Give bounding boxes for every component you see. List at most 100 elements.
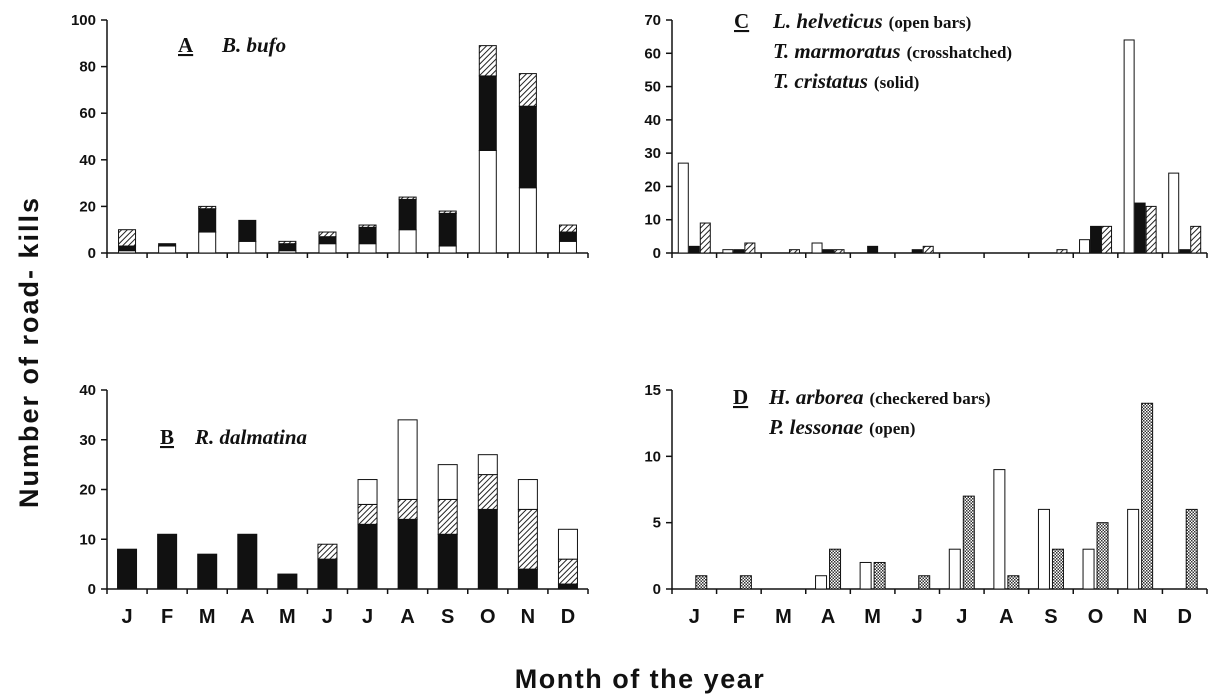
- bar-solid-11: [1134, 202, 1146, 254]
- y-tick-label: 0: [88, 245, 96, 262]
- panel-d-arborea-lessonae-chart: 0 5 10 15 J F M A M J J A S O N D D H. arborea (checkered …: [644, 382, 1208, 628]
- y-tick-label: 40: [79, 382, 96, 399]
- bar-open-7: [357, 479, 378, 505]
- bar-solid-5: [867, 245, 879, 254]
- bar-hatch-8: [397, 498, 418, 520]
- bar-solid-12: [1179, 249, 1191, 254]
- bar-hatch-1: [699, 222, 711, 254]
- bar-open-6: [318, 243, 337, 254]
- bar-open-9: [1037, 508, 1050, 590]
- legend-species-name: T. marmoratus: [773, 39, 901, 63]
- y-tick-label: 50: [644, 79, 661, 96]
- month-label: M: [864, 606, 881, 628]
- bar-solid-12: [558, 231, 577, 242]
- bar-solid-11: [518, 105, 537, 189]
- month-label: A: [400, 606, 414, 628]
- bar-checker-10: [1096, 522, 1109, 590]
- y-tick-label: 40: [644, 112, 661, 129]
- month-label: O: [1088, 606, 1104, 628]
- bar-open-9: [438, 245, 457, 254]
- bar-open-2: [158, 245, 177, 254]
- bar-hatch-10: [478, 45, 497, 77]
- y-tick-label: 20: [644, 178, 661, 195]
- bar-checker-11: [1141, 402, 1154, 590]
- legend-note: (checkered bars): [870, 389, 991, 408]
- bar-checker-9: [1051, 548, 1064, 590]
- bar-hatch-1: [118, 229, 137, 247]
- y-tick-label: 10: [644, 212, 661, 229]
- month-label: A: [821, 606, 835, 628]
- bar-solid-6: [911, 249, 923, 254]
- bar-open-11: [517, 479, 538, 510]
- month-label: M: [199, 606, 216, 628]
- y-tick-label: 0: [653, 245, 661, 262]
- bar-solid-8: [398, 198, 417, 231]
- y-tick-label: 30: [79, 432, 96, 449]
- bar-solid-9: [438, 212, 457, 247]
- bar-solid-10: [1090, 225, 1102, 254]
- bar-solid-5: [277, 573, 298, 590]
- month-label: J: [912, 606, 923, 628]
- bar-checker-4: [829, 548, 842, 590]
- bar-hatch-2: [744, 242, 756, 254]
- y-tick-label: 60: [644, 45, 661, 62]
- bar-hatch-9: [438, 210, 457, 214]
- bar-open-11: [1123, 39, 1135, 254]
- bar-solid-3: [198, 208, 217, 233]
- bar-checker-6: [918, 575, 931, 590]
- x-axis-title: Month of the year: [515, 664, 766, 694]
- legend-species-name: B. bufo: [221, 33, 286, 57]
- bar-checker-5: [873, 561, 886, 590]
- bar-checker-8: [1007, 575, 1020, 590]
- bar-solid-2: [733, 249, 745, 254]
- bar-open-12: [557, 528, 578, 560]
- legend-species: L. helveticus (open bars): [772, 9, 971, 33]
- month-label: S: [441, 606, 454, 628]
- bar-hatch-11: [1145, 205, 1157, 254]
- bar-solid-4: [238, 219, 257, 242]
- bar-hatch-12: [558, 224, 577, 233]
- bar-hatch-12: [1190, 225, 1202, 254]
- bar-open-10: [477, 454, 498, 476]
- bar-hatch-10: [1101, 225, 1113, 254]
- panel-c-newts-chart: 0 10 20 30 40 50 60 70 C L. helveticus (open bars)…: [644, 9, 1208, 262]
- legend-species-name: L. helveticus: [772, 9, 883, 33]
- bar-open-5: [859, 561, 872, 590]
- bar-open-4: [238, 240, 257, 254]
- y-tick-label: 20: [79, 198, 96, 215]
- panel-letter: C: [734, 9, 749, 33]
- bar-solid-7: [357, 523, 378, 590]
- bar-solid-4: [237, 533, 258, 590]
- y-tick-label: 60: [79, 105, 96, 122]
- month-label: D: [561, 606, 575, 628]
- bar-hatch-11: [517, 508, 538, 570]
- bar-solid-10: [477, 508, 498, 590]
- legend-species: T. cristatus (solid): [773, 69, 919, 93]
- legend-species: B. bufo: [221, 33, 286, 57]
- month-label: A: [999, 606, 1013, 628]
- bar-open-11: [1127, 508, 1140, 590]
- bar-open-10: [1082, 548, 1095, 590]
- bar-checker-2: [739, 575, 752, 590]
- bar-open-2: [722, 249, 734, 254]
- bar-solid-6: [318, 236, 337, 245]
- month-label: N: [521, 606, 535, 628]
- bar-hatch-9: [437, 498, 458, 535]
- y-tick-label: 5: [653, 515, 661, 532]
- bar-open-4: [811, 242, 823, 254]
- bar-solid-1: [117, 548, 138, 590]
- bar-solid-1: [118, 245, 137, 252]
- y-tick-label: 30: [644, 145, 661, 162]
- bar-solid-7: [358, 226, 377, 245]
- bar-solid-2: [157, 533, 178, 590]
- month-label: M: [279, 606, 296, 628]
- bar-open-12: [1168, 172, 1180, 254]
- panel-letter: B: [160, 425, 174, 449]
- y-tick-label: 40: [79, 152, 96, 169]
- bar-open-10: [1079, 239, 1091, 254]
- month-label: J: [121, 606, 132, 628]
- bar-solid-3: [197, 553, 218, 590]
- bar-solid-11: [517, 568, 538, 590]
- legend-species: H. arborea (checkered bars): [768, 385, 991, 409]
